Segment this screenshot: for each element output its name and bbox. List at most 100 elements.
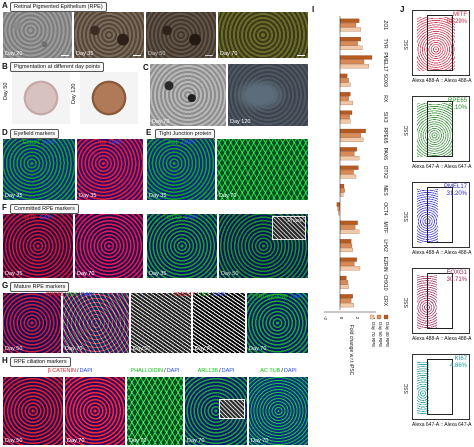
panel-letter-b: B [2, 62, 8, 71]
day-label: Day 70 [251, 438, 269, 444]
if-image-zo1-day70: Day 70 [217, 139, 308, 200]
stain-ezrin: EZRIN [22, 140, 40, 146]
bar-crx-1 [339, 298, 352, 303]
day-label: Day 70 [187, 438, 205, 444]
stain-dapi: DAPI [39, 215, 53, 221]
bar-oct4-1 [337, 206, 341, 211]
bar-pmel17-0 [339, 55, 373, 60]
scale-bar [297, 55, 305, 56]
day-label: Day 70 [195, 346, 213, 352]
bar-chx10-2 [339, 284, 349, 289]
marker-percent: 30.71% [446, 277, 467, 283]
phase-inset: Phase [272, 216, 306, 240]
stain-label-actub: AC TUB/DAPI [260, 368, 297, 374]
bar-zo1-0 [339, 18, 360, 23]
if-image-pmel17-day50: Day 50 [131, 293, 191, 353]
gate-rectangle [427, 101, 453, 157]
gate-rectangle [427, 273, 453, 329]
bar-tyr-0 [339, 37, 361, 42]
bar-six3-0 [339, 110, 353, 115]
if-image-rpe65-day50: Day 50 [3, 293, 61, 353]
if-image-ezrin: EZRIN/DAPI Day 35 [3, 139, 75, 200]
dish-photo-day120 [80, 72, 138, 124]
marker-name: FOXG1 [446, 270, 467, 276]
category-label: LHX2 [382, 239, 388, 252]
category-label: CRX [382, 296, 388, 307]
category-label: PMEL17 [382, 52, 388, 71]
stain-dapi: DAPI [79, 368, 93, 374]
marker-percent: 4.86% [449, 363, 467, 369]
category-label: PAX6 [382, 148, 388, 161]
bar-group [336, 18, 373, 308]
stain-dapi: DAPI [109, 140, 122, 146]
category-label: SIX3 [382, 112, 388, 123]
flow-marker-label: FOXG1 30.71% [447, 270, 467, 284]
bar-pmel17-2 [339, 64, 369, 69]
panel-g-title: Mature RPE markers [10, 282, 70, 292]
panel-letter-h: H [2, 356, 8, 365]
phase-image-day35: Day 35 [74, 12, 144, 58]
stain-dapi: DAPI [81, 292, 95, 298]
day-label: Day 35 [76, 51, 94, 57]
bar-crx-2 [339, 303, 354, 308]
flow-y-axis-label: SSC [404, 125, 410, 136]
panel-h-title: RPE ciliation markers [10, 357, 71, 367]
category-label: RX [382, 95, 388, 103]
panel-letter-j: J [400, 5, 405, 14]
bar-mitf-1 [339, 225, 356, 230]
if-image-actub-day70: Day 70 [249, 377, 308, 445]
bar-nes-2 [339, 192, 344, 197]
legend-swatch [369, 314, 375, 320]
bar-rx-2 [339, 100, 353, 106]
day-label: Day 70 [219, 193, 237, 199]
bar-otx2-0 [339, 165, 359, 170]
bar-rpe65-2 [339, 137, 364, 142]
marker-percent: 31.20% [446, 191, 467, 197]
bar-rx-0 [339, 92, 351, 97]
bar-pax6-0 [339, 147, 357, 152]
panel-letter-a: A [2, 1, 8, 10]
scatter-cloud [417, 17, 455, 71]
marker-percent: 73.10% [446, 105, 467, 111]
stain-dapi: DAPI [181, 140, 195, 146]
x-axis: -2024Fold change w.r.t iPSC [323, 16, 376, 376]
fold-change-bar-chart: ZO1 TYR PMEL17 SOX9 RX SIX3 RPE65 PAX6 OTX2 NES OC… [323, 16, 390, 376]
stain-dapi: DAPI [166, 368, 180, 374]
day-label: Day 50 [5, 346, 23, 352]
bar-tyr-1 [339, 41, 358, 46]
bar-lhx2-1 [339, 243, 353, 248]
stain-rpe65: RPE65 [45, 292, 64, 298]
bar-pmel17-1 [339, 59, 365, 64]
category-label: OCT4 [382, 202, 388, 216]
bar-ezrin-0 [339, 257, 357, 262]
bar-tyr-2 [339, 45, 363, 50]
if-image-arl13b-day70: Day 70 [185, 377, 247, 445]
day-label: Day 35 [5, 271, 23, 277]
day-label: Day 35 [5, 193, 23, 199]
stain-tyrosinase: TYROSINASE [251, 294, 288, 300]
panel-f-title: Committed RPE markers [10, 204, 79, 214]
stain-actub: AC TUB [260, 368, 281, 374]
flow-marker-label: KI67 4.86% [450, 356, 467, 370]
scatter-cloud [417, 361, 429, 415]
x-tick-label: 0 [339, 317, 344, 320]
stain-label: RX/DAPI [97, 140, 122, 146]
stain-dapi: DAPI [42, 140, 56, 146]
flow-y-axis-label: SSC [404, 211, 410, 222]
stain-rx: RX [97, 140, 106, 146]
side-label-day120: Day 120 [71, 83, 77, 105]
flow-plot-mitf: MITF 81.29% [412, 10, 470, 76]
if-image-mitf-day70: Day 70 [75, 214, 143, 278]
flow-x-axis-label: Alexa 647-A :: Alexa 647-A [412, 422, 472, 428]
day-label: Day 70 [77, 271, 95, 277]
bar-pax6-1 [339, 151, 355, 156]
flow-marker-label: RPE65 73.10% [447, 98, 467, 112]
stain-label-phalloidin: PHALLOIDIN/DAPI [130, 368, 180, 374]
category-label: SOX9 [382, 74, 388, 88]
bar-ezrin-1 [339, 261, 355, 267]
bar-sox9-2 [339, 82, 351, 87]
stain-zo1: ZO1 [167, 140, 179, 146]
stain-dapi: DAPI [290, 294, 304, 300]
scale-bar [61, 55, 69, 56]
day-label: Day 70 [65, 346, 83, 352]
